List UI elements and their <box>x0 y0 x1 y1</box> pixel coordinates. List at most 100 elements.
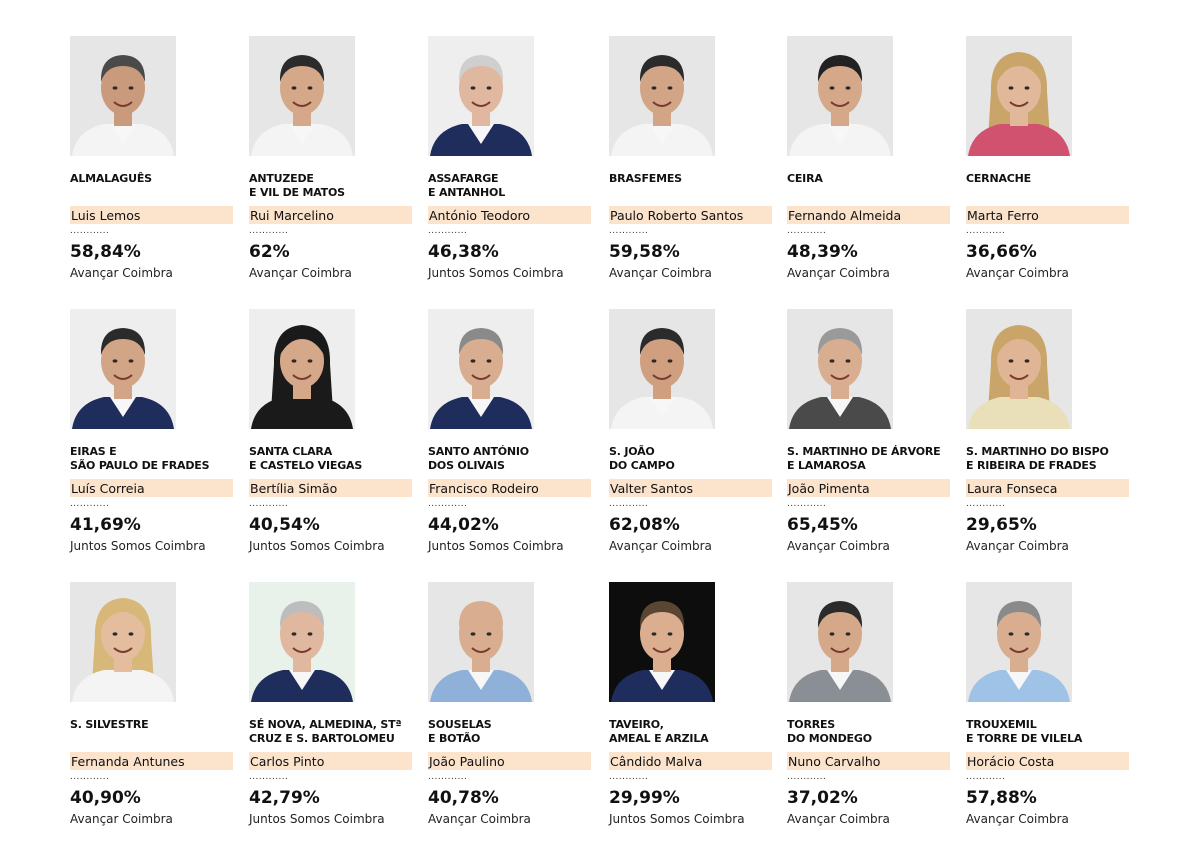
parish-name-line: AMEAL E ARZILA <box>609 732 709 745</box>
candidate-photo <box>787 309 893 429</box>
candidate-name: Luis Lemos <box>71 208 141 223</box>
parish-name: ALMALAGUÊS <box>70 172 235 186</box>
parish-name-line: EIRAS E <box>70 445 117 458</box>
candidate-photo <box>609 36 715 156</box>
candidate-photo <box>428 309 534 429</box>
parish-name-line: CEIRA <box>787 172 823 185</box>
parish-name: EIRAS E SÃO PAULO DE FRADES <box>70 445 235 473</box>
party-name: Juntos Somos Coimbra <box>609 812 745 826</box>
vote-percentage: 40,90% <box>70 788 141 808</box>
party-name: Avançar Coimbra <box>966 266 1069 280</box>
portrait-photo <box>249 309 355 429</box>
parish-name-line: TORRES <box>787 718 836 731</box>
vote-percentage: 62% <box>249 242 290 262</box>
candidate-card: TAVEIRO, AMEAL E ARZILA Cândido Malva.....… <box>609 582 774 832</box>
candidate-name: João Pimenta <box>788 481 870 496</box>
candidate-card: SOUSELAS E BOTÃO João Paulino............ 4… <box>428 582 593 832</box>
candidate-photo <box>249 36 355 156</box>
candidate-name-bar: Luís Correia <box>70 479 233 497</box>
parish-name-line: E CASTELO VIEGAS <box>249 459 363 472</box>
candidate-photo <box>966 582 1072 702</box>
candidate-card: SÉ NOVA, ALMEDINA, Stª CRUZ E S. BARTOLOM… <box>249 582 414 832</box>
candidate-name-bar: Horácio Costa <box>966 752 1129 770</box>
vote-percentage: 46,38% <box>428 242 499 262</box>
party-name: Avançar Coimbra <box>70 812 173 826</box>
vote-percentage: 44,02% <box>428 515 499 535</box>
candidate-name: Laura Fonseca <box>967 481 1058 496</box>
portrait-photo <box>966 582 1072 702</box>
party-name: Avançar Coimbra <box>787 539 890 553</box>
dotted-separator: ............ <box>249 498 289 509</box>
portrait-photo <box>70 309 176 429</box>
candidate-name: Luís Correia <box>71 481 145 496</box>
dotted-separator: ............ <box>428 771 468 782</box>
candidate-name: Fernanda Antunes <box>71 754 185 769</box>
dotted-separator: ............ <box>428 498 468 509</box>
candidate-name-bar: Valter Santos <box>609 479 772 497</box>
vote-percentage: 36,66% <box>966 242 1037 262</box>
candidate-name-bar: Francisco Rodeiro <box>428 479 591 497</box>
parish-name: S. SILVESTRE <box>70 718 235 732</box>
candidate-name: António Teodoro <box>429 208 530 223</box>
parish-name: CEIRA <box>787 172 952 186</box>
candidate-card: S. MARTINHO DO BISPO E RIBEIRA DE FRADES L… <box>966 309 1131 559</box>
vote-percentage: 65,45% <box>787 515 858 535</box>
candidate-card: TORRES DO MONDEGO Nuno Carvalho...........… <box>787 582 952 832</box>
parish-name-line: E BOTÃO <box>428 732 481 745</box>
parish-name: S. MARTINHO DE ÁRVORE E LAMAROSA <box>787 445 952 473</box>
dotted-separator: ............ <box>70 225 110 236</box>
candidate-card: S. MARTINHO DE ÁRVORE E LAMAROSA João Pime… <box>787 309 952 559</box>
vote-percentage: 29,99% <box>609 788 680 808</box>
candidate-name-bar: Marta Ferro <box>966 206 1129 224</box>
vote-percentage: 41,69% <box>70 515 141 535</box>
portrait-photo <box>249 36 355 156</box>
dotted-separator: ............ <box>609 498 649 509</box>
candidate-photo <box>249 309 355 429</box>
portrait-photo <box>787 582 893 702</box>
portrait-photo <box>787 309 893 429</box>
parish-name-line: TROUXEMIL <box>966 718 1037 731</box>
candidate-card: EIRAS E SÃO PAULO DE FRADES Luís Correia..… <box>70 309 235 559</box>
party-name: Juntos Somos Coimbra <box>70 539 206 553</box>
candidate-card: SANTO ANTÓNIO DOS OLIVAIS Francisco Rodeir… <box>428 309 593 559</box>
candidate-photo <box>609 309 715 429</box>
party-name: Avançar Coimbra <box>70 266 173 280</box>
parish-name-line: S. SILVESTRE <box>70 718 149 731</box>
candidate-photo <box>787 36 893 156</box>
candidate-name: Bertília Simão <box>250 481 338 496</box>
portrait-photo <box>70 36 176 156</box>
parish-name-line: CERNACHE <box>966 172 1031 185</box>
parish-name: ANTUZEDE E VIL DE MATOS <box>249 172 414 200</box>
candidate-photo <box>70 582 176 702</box>
parish-name-line: S. MARTINHO DO BISPO <box>966 445 1109 458</box>
candidate-card: CEIRA Fernando Almeida............ 48,39% A… <box>787 36 952 286</box>
party-name: Avançar Coimbra <box>609 539 712 553</box>
vote-percentage: 62,08% <box>609 515 680 535</box>
candidate-photo <box>428 582 534 702</box>
parish-name: SOUSELAS E BOTÃO <box>428 718 593 746</box>
parish-name: ASSAFARGE E ANTANHOL <box>428 172 593 200</box>
parish-name-line: DO CAMPO <box>609 459 675 472</box>
candidate-name-bar: Rui Marcelino <box>249 206 412 224</box>
candidate-name: Marta Ferro <box>967 208 1039 223</box>
parish-name: SANTA CLARA E CASTELO VIEGAS <box>249 445 414 473</box>
parish-name-line: BRASFEMES <box>609 172 682 185</box>
parish-name-line: ASSAFARGE <box>428 172 499 185</box>
candidate-name: Nuno Carvalho <box>788 754 881 769</box>
parish-name: TORRES DO MONDEGO <box>787 718 952 746</box>
vote-percentage: 29,65% <box>966 515 1037 535</box>
dotted-separator: ............ <box>966 225 1006 236</box>
candidate-name-bar: Bertília Simão <box>249 479 412 497</box>
dotted-separator: ............ <box>609 225 649 236</box>
dotted-separator: ............ <box>966 771 1006 782</box>
parish-name-line: E VIL DE MATOS <box>249 186 345 199</box>
parish-name: CERNACHE <box>966 172 1131 186</box>
portrait-photo <box>428 36 534 156</box>
parish-name-line: SÉ NOVA, ALMEDINA, Stª <box>249 718 402 731</box>
candidate-name: Paulo Roberto Santos <box>610 208 744 223</box>
parish-name-line: TAVEIRO, <box>609 718 664 731</box>
candidate-photo <box>70 36 176 156</box>
parish-name-line: S. MARTINHO DE ÁRVORE <box>787 445 941 458</box>
candidate-name-bar: Luis Lemos <box>70 206 233 224</box>
candidate-card: BRASFEMES Paulo Roberto Santos...........… <box>609 36 774 286</box>
